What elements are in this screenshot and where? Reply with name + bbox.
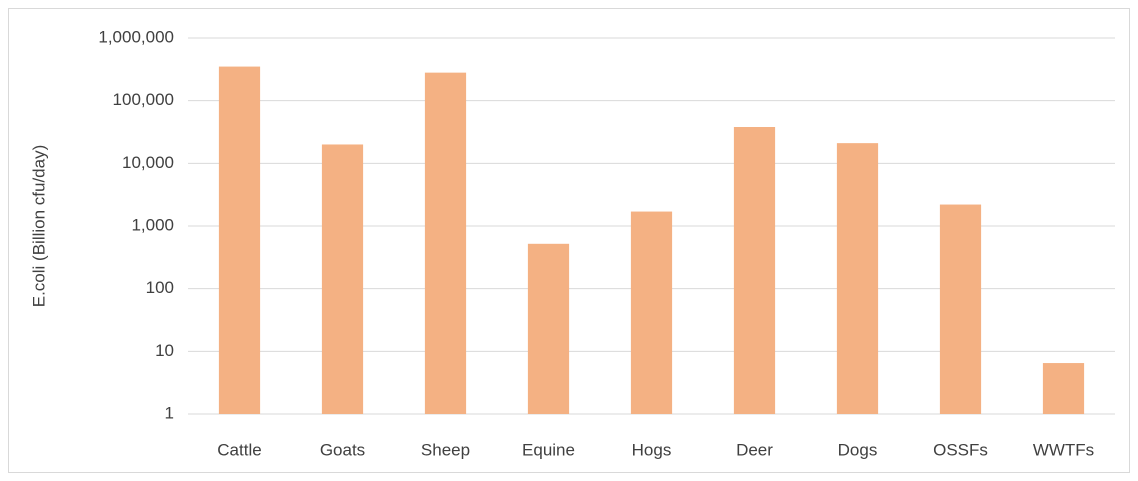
x-tick-label: Goats <box>320 440 365 459</box>
x-tick-label: OSSFs <box>933 440 988 459</box>
x-tick-label: Deer <box>736 440 773 459</box>
x-tick-label: Cattle <box>217 440 261 459</box>
bar <box>218 66 261 414</box>
y-tick-label: 10,000 <box>122 153 174 172</box>
y-axis-label: E.coli (Billion cfu/day) <box>29 145 48 308</box>
bar <box>630 211 673 414</box>
bar <box>1042 363 1085 414</box>
y-tick-label: 1,000,000 <box>98 27 174 46</box>
bar <box>836 143 879 414</box>
y-tick-label: 10 <box>155 341 174 360</box>
x-tick-label: Sheep <box>421 440 470 459</box>
bar <box>733 127 776 414</box>
bar <box>424 72 467 414</box>
x-tick-label: Hogs <box>632 440 672 459</box>
y-tick-label: 100 <box>146 278 174 297</box>
y-tick-label: 1,000 <box>131 215 174 234</box>
x-tick-label: WWTFs <box>1033 440 1094 459</box>
y-tick-label: 1 <box>165 403 174 422</box>
x-tick-label: Equine <box>522 440 575 459</box>
bar <box>939 204 982 414</box>
y-tick-label: 100,000 <box>113 90 174 109</box>
x-tick-label: Dogs <box>838 440 878 459</box>
bar <box>321 144 364 414</box>
bar <box>527 243 570 414</box>
